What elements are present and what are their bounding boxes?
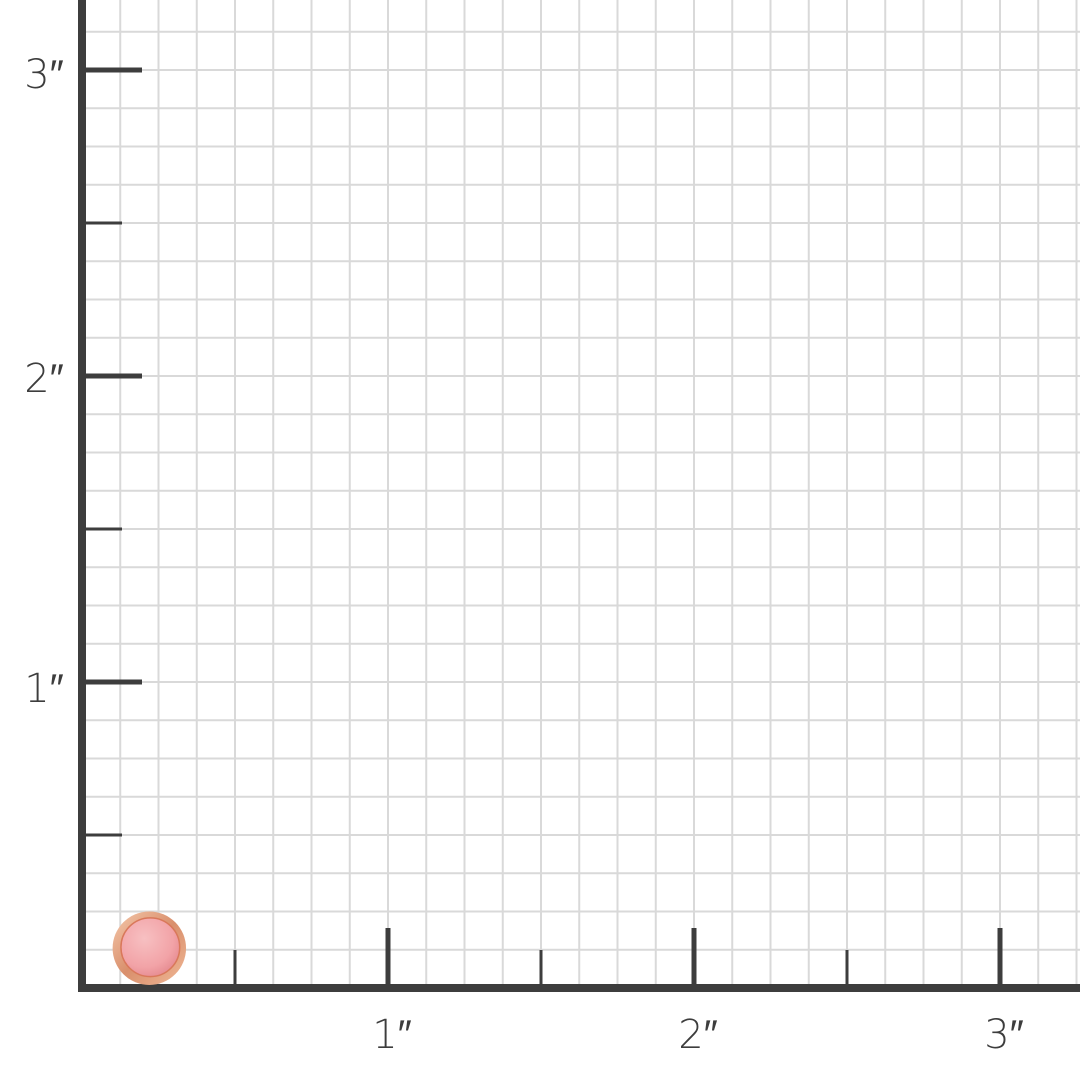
gemstone	[120, 917, 181, 978]
x-tick-label-3: 3″	[984, 1012, 1024, 1058]
y-tick-label-2: 2″	[24, 356, 64, 402]
x-tick-label-1: 1″	[372, 1012, 412, 1058]
x-tick-label-2: 2″	[678, 1012, 718, 1058]
y-tick-label-3: 3″	[24, 52, 64, 98]
stud-earring	[112, 911, 187, 985]
y-tick-label-1: 1″	[24, 666, 64, 712]
